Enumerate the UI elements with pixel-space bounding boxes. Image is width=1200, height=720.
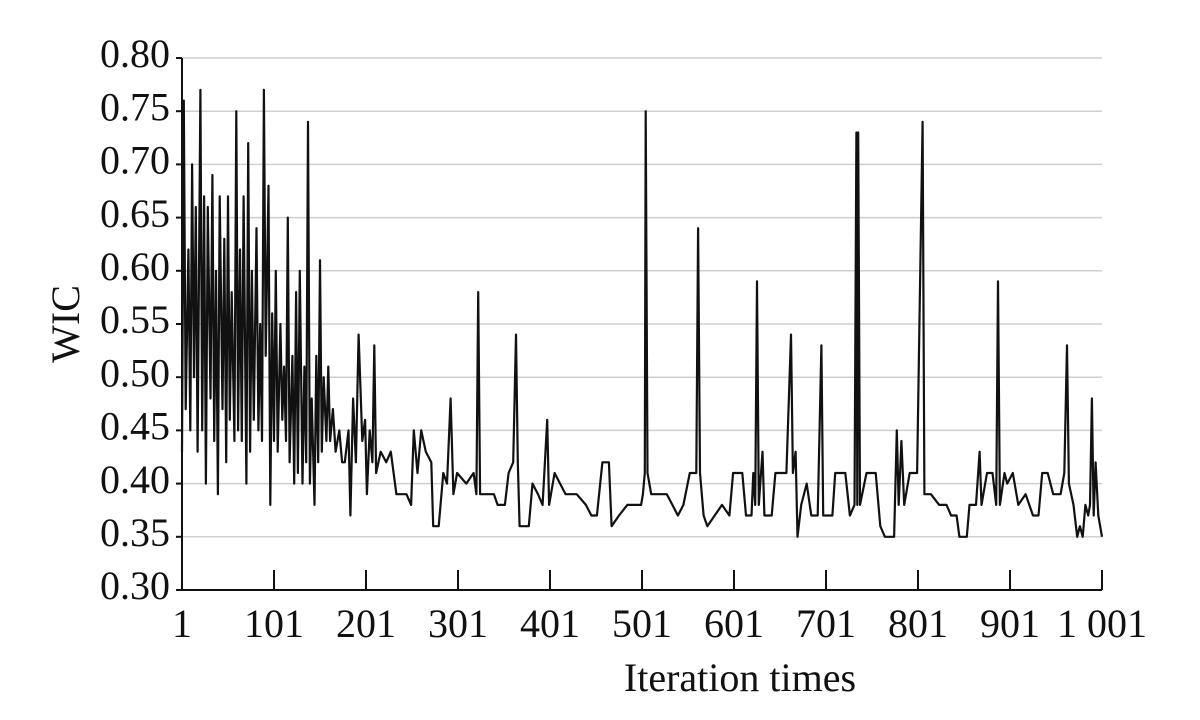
y-tick-label: 0.70 xyxy=(100,138,170,183)
x-tick-label: 401 xyxy=(520,601,580,646)
x-axis-label: Iteration times xyxy=(624,655,856,700)
x-tick-label: 101 xyxy=(244,601,304,646)
x-tick-label: 601 xyxy=(704,601,764,646)
y-axis-label: WIC xyxy=(43,285,88,363)
x-tick-label: 1 001 xyxy=(1057,601,1147,646)
y-tick-label: 0.45 xyxy=(100,404,170,449)
y-tick-label: 0.80 xyxy=(100,31,170,76)
x-tick-label: 1 xyxy=(172,601,192,646)
y-tick-label: 0.50 xyxy=(100,350,170,395)
y-tick-label: 0.75 xyxy=(100,84,170,129)
x-tick-label: 201 xyxy=(336,601,396,646)
x-tick-label: 701 xyxy=(796,601,856,646)
y-tick-label: 0.65 xyxy=(100,191,170,236)
y-tick-label: 0.40 xyxy=(100,457,170,502)
y-tick-label: 0.35 xyxy=(100,510,170,555)
y-tick-label: 0.30 xyxy=(100,563,170,608)
x-tick-label: 801 xyxy=(888,601,948,646)
x-tick-label: 301 xyxy=(428,601,488,646)
x-tick-label: 501 xyxy=(612,601,672,646)
data-line xyxy=(180,88,1104,538)
y-tick-label: 0.60 xyxy=(100,244,170,289)
x-tick-label: 901 xyxy=(980,601,1040,646)
y-tick-label: 0.55 xyxy=(100,297,170,342)
